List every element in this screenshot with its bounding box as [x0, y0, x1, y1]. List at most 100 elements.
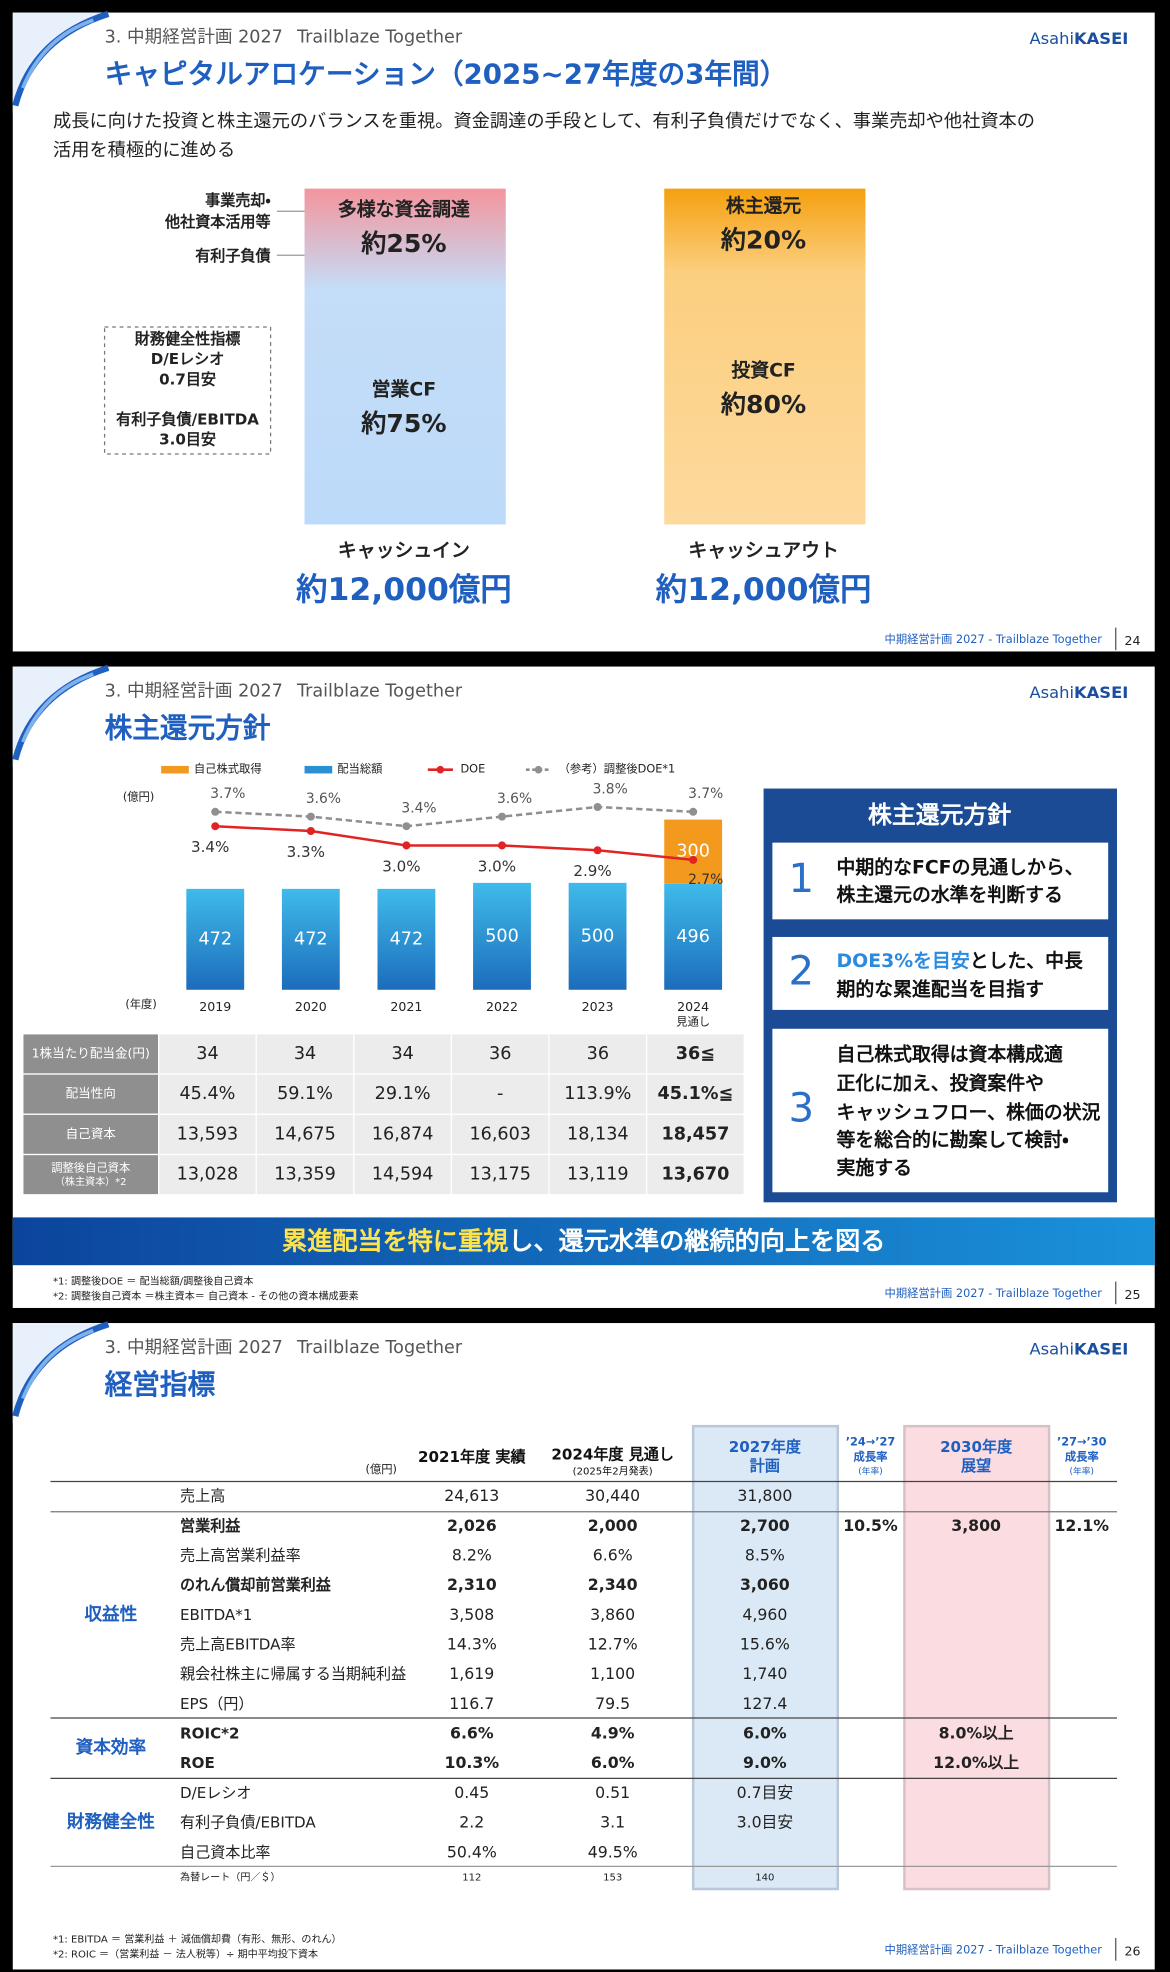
table-value: 153 — [603, 1873, 622, 1884]
text-part: とした、中長 — [970, 948, 1083, 971]
table-value: 34 — [391, 1044, 413, 1064]
segment-label: 多様な資金調達 — [338, 198, 470, 221]
text-part: KASEI — [1074, 28, 1128, 47]
table-value: 34 — [196, 1044, 218, 1064]
table-cell — [450, 1033, 550, 1075]
indicator-text: 0.7目安 — [159, 370, 216, 388]
table-value: 9.0% — [743, 1753, 787, 1772]
row-label: D/Eレシオ — [180, 1784, 251, 1802]
page-number: 25 — [1125, 1287, 1141, 1302]
tagline: Trailblaze Together — [296, 1338, 463, 1358]
slide — [12, 12, 1155, 652]
footnote: *1: EBITDA ＝ 営業利益 ＋ 減価償却費（有形、無形、のれん） — [53, 1932, 342, 1945]
policy-item — [772, 936, 1109, 1010]
row-label: 1株当たり配当金(円) — [32, 1045, 150, 1060]
table-value: - — [497, 1084, 503, 1104]
data-label: 3.7% — [210, 786, 245, 802]
text-part: KASEI — [1074, 1339, 1128, 1358]
bar — [664, 883, 723, 990]
table-value: 13,175 — [469, 1165, 531, 1185]
table-value: 31,800 — [737, 1486, 792, 1505]
table-cell — [548, 1153, 648, 1196]
x-tick-label: 2022 — [486, 999, 518, 1014]
table-value: 36 — [587, 1044, 609, 1064]
unit-label: (億円) — [366, 1463, 397, 1476]
section-label: 3. 中期経営計画 2027 — [105, 1338, 283, 1358]
lead-text: 成長に向けた投資と株主還元のバランスを重視。資金調達の手段として、有利子負債だけ… — [53, 111, 1035, 132]
x-tick-label: 2024 — [677, 999, 709, 1014]
bar-value-label: 300 — [676, 842, 710, 862]
bar — [281, 888, 340, 990]
section-label: 3. 中期経営計画 2027 — [105, 682, 283, 702]
logo: AsahiKASEI — [1029, 1339, 1128, 1358]
table-value: 127.4 — [742, 1694, 787, 1713]
table-value: 2.2 — [459, 1813, 484, 1832]
x-tick-label: 2019 — [199, 999, 231, 1014]
bar-value-label: 472 — [390, 929, 424, 949]
table-value: 15.6% — [740, 1635, 790, 1654]
group-label: 資本効率 — [76, 1737, 147, 1758]
table-value: 8.0%以上 — [939, 1724, 1014, 1743]
segment-share: 約25% — [360, 229, 446, 258]
row-label: 自己資本 — [66, 1126, 117, 1141]
decoration — [21, 1328, 94, 1400]
table-cell — [353, 1073, 453, 1115]
table-cell — [353, 1033, 453, 1075]
line — [215, 824, 694, 862]
legend-label: 配当総額 — [337, 762, 383, 776]
table-value: 34 — [294, 1044, 316, 1064]
table-value: 45.4% — [179, 1084, 235, 1104]
table-cell — [548, 1113, 648, 1156]
data-label: 3.3% — [287, 843, 325, 861]
point — [689, 855, 698, 864]
policy-item — [772, 842, 1109, 920]
data-label: 3.7% — [688, 786, 723, 802]
table-value: 12.0%以上 — [933, 1753, 1019, 1772]
footer: 中期経営計画 2027 - Trailblaze Together — [885, 1286, 1103, 1300]
policy-text: 正化に加え、投資案件や — [837, 1072, 1044, 1095]
column-total: 約12,000億円 — [296, 572, 512, 608]
legend-swatch — [161, 765, 189, 774]
plan-highlight — [691, 1424, 840, 1891]
policy-text: DOE3%を目安とした、中長 — [837, 948, 1083, 971]
column-header: 成長率 — [1065, 1450, 1100, 1464]
point — [402, 822, 411, 831]
point — [402, 841, 411, 850]
policy-title: 株主還元方針 — [868, 801, 1011, 829]
table-cell — [353, 1153, 453, 1196]
table-value: 1,100 — [590, 1664, 635, 1683]
table-value: 3,800 — [951, 1516, 1001, 1535]
policy-number: 2 — [789, 948, 815, 994]
group-label: 収益性 — [84, 1604, 137, 1625]
table-value: 0.7目安 — [737, 1783, 793, 1802]
logo: AsahiKASEI — [1029, 682, 1128, 701]
bar — [664, 819, 723, 884]
table-cell — [548, 1033, 648, 1075]
table-value: 0.51 — [595, 1783, 630, 1802]
table-value: 13,028 — [177, 1165, 239, 1185]
table-value: 18,134 — [567, 1124, 629, 1144]
row-label: 営業利益 — [180, 1517, 241, 1535]
side-label: 他社資本活用等 — [164, 213, 271, 231]
lead-text: 活用を積極的に進める — [53, 140, 235, 161]
column-total: 約12,000億円 — [656, 572, 872, 608]
table-value: 29.1% — [375, 1084, 431, 1104]
row-label: 調整後自己資本 — [51, 1160, 130, 1174]
policy-text: 株主還元の水準を判断する — [837, 883, 1063, 906]
table-value: 12.7% — [588, 1635, 638, 1654]
row-label: EBITDA*1 — [180, 1606, 252, 1624]
table-cell — [450, 1113, 550, 1156]
policy-number: 1 — [789, 856, 815, 902]
row-label: 売上高営業利益率 — [180, 1546, 301, 1564]
slide-title: キャピタルアロケーション（2025~27年度の3年間） — [105, 57, 788, 90]
bar-value-label: 500 — [485, 926, 519, 946]
table-value: 14,675 — [274, 1124, 336, 1144]
segment-label: 投資CF — [731, 359, 795, 382]
indicator-text: D/Eレシオ — [151, 350, 225, 368]
table-value: 12.1% — [1054, 1516, 1109, 1535]
table-value: 2,026 — [447, 1516, 497, 1535]
row-label: 売上高 — [180, 1487, 225, 1505]
table-value: 3,508 — [449, 1605, 494, 1624]
table-value: 3,060 — [740, 1575, 790, 1594]
